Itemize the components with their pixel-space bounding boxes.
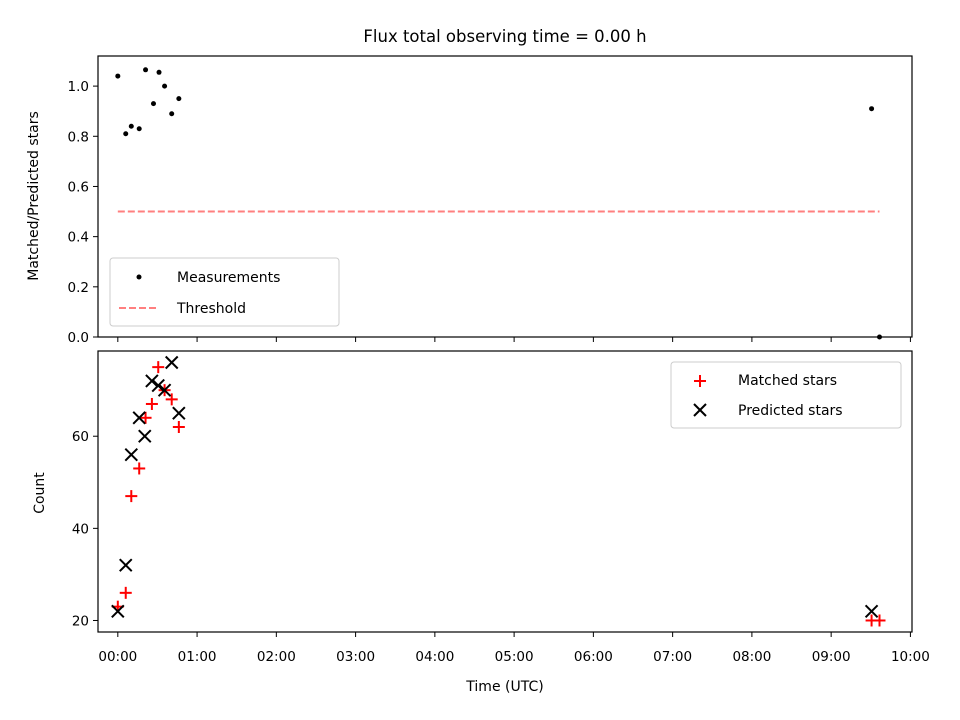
measurement-point [143, 67, 149, 73]
x-tick-label: 04:00 [415, 649, 454, 665]
ratio-x-ticks [117, 337, 911, 342]
measurement-point [156, 69, 162, 75]
legend-measurements-marker [136, 274, 142, 280]
predicted-stars-point [119, 558, 133, 572]
x-axis-label: Time (UTC) [465, 679, 543, 695]
panel-counts: 20 40 60 00:00 01:00 02:00 03:00 04:00 05:00 06:… [32, 350, 930, 695]
matched-stars-point [873, 614, 886, 627]
x-tick-label: 03:00 [336, 649, 375, 665]
matched-stars-point [152, 361, 165, 374]
predicted-stars-point [151, 378, 165, 393]
legend-predicted-marker [693, 403, 707, 417]
matched-stars-point [172, 421, 185, 434]
x-tick-label: 09:00 [812, 649, 851, 665]
legend-measurements-label: Measurements [177, 270, 280, 286]
x-tick-label: 01:00 [178, 649, 217, 665]
measurement-point [162, 83, 168, 89]
x-tick-label: 00:00 [98, 649, 137, 665]
x-tick-label: 10:00 [891, 649, 930, 665]
counts-data-layer [111, 355, 886, 627]
ratio-y-axis-label: Matched/Predicted stars [26, 111, 42, 281]
ratio-data-layer [115, 67, 883, 340]
y-tick-label: 0.4 [68, 230, 89, 246]
matched-stars-point [139, 411, 152, 424]
y-tick-label: 0.8 [68, 129, 89, 145]
y-tick-label: 40 [72, 521, 89, 537]
counts-y-ticks: 20 40 60 [72, 429, 98, 629]
matched-stars-point [145, 397, 158, 410]
x-tick-label: 07:00 [653, 649, 692, 665]
predicted-stars-point [157, 383, 172, 397]
y-tick-label: 0.2 [68, 280, 89, 296]
predicted-stars-point [124, 447, 138, 462]
counts-x-ticks: 00:00 01:00 02:00 03:00 04:00 05:00 06:00 07:00… [98, 632, 930, 665]
y-tick-label: 0.6 [68, 179, 89, 195]
legend-predicted-label: Predicted stars [738, 403, 843, 419]
y-tick-label: 20 [72, 613, 89, 629]
matched-stars-point [119, 586, 132, 599]
counts-legend: Matched stars Predicted stars [670, 361, 902, 429]
measurement-point [123, 131, 129, 137]
y-tick-label: 0.0 [68, 330, 89, 346]
legend-threshold-label: Threshold [176, 301, 246, 317]
predicted-stars-point [132, 411, 146, 425]
legend-matched-marker [694, 375, 706, 387]
measurement-point [136, 126, 142, 132]
measurement-point [176, 96, 182, 102]
x-tick-label: 06:00 [574, 649, 613, 665]
panel-ratio: 0.0 0.2 0.4 0.6 0.8 1.0 Matched/Predicted sta… [26, 55, 913, 346]
predicted-stars-point [864, 604, 879, 618]
legend-matched-label: Matched stars [738, 373, 837, 389]
x-tick-label: 08:00 [732, 649, 771, 665]
measurement-point [169, 111, 175, 117]
measurement-point [128, 123, 134, 129]
ratio-y-ticks: 0.0 0.2 0.4 0.6 0.8 1.0 [68, 79, 98, 346]
y-tick-label: 60 [72, 429, 89, 445]
predicted-stars-point [145, 374, 159, 388]
chart-title: Flux total observing time = 0.00 h [363, 27, 646, 46]
ratio-legend-box [109, 257, 340, 327]
ratio-legend: Measurements Threshold [109, 257, 340, 327]
predicted-stars-point [138, 429, 152, 443]
x-tick-label: 05:00 [495, 649, 534, 665]
counts-axes-frame [97, 350, 913, 633]
predicted-stars-point [172, 406, 186, 420]
y-tick-label: 1.0 [68, 79, 89, 95]
measurement-point [115, 73, 121, 79]
counts-y-axis-label: Count [32, 472, 48, 514]
matched-stars-point [133, 462, 146, 475]
matched-stars-point [125, 490, 138, 503]
counts-legend-box [670, 361, 902, 429]
measurement-point [869, 106, 875, 112]
ratio-axes-frame [97, 55, 913, 338]
measurement-point [150, 101, 156, 107]
matched-stars-point [165, 393, 178, 406]
predicted-stars-point [165, 355, 179, 370]
x-tick-label: 02:00 [257, 649, 296, 665]
predicted-stars-point [111, 604, 125, 618]
